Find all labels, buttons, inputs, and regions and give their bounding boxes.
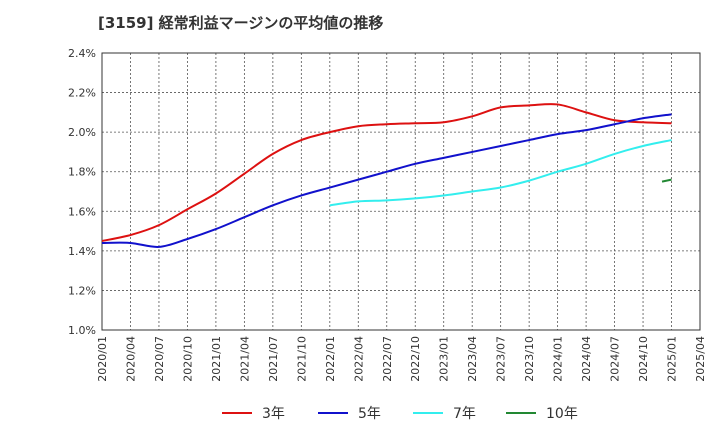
x-tick-label: 2025/04 [694, 336, 707, 382]
y-tick-label: 1.8% [68, 166, 96, 179]
y-tick-label: 1.2% [68, 284, 96, 297]
x-tick-label: 2022/10 [409, 336, 422, 382]
y-tick-label: 1.6% [68, 205, 96, 218]
x-tick-label: 2020/07 [153, 336, 166, 382]
legend: 3年 5年 7年 10年 [222, 406, 578, 422]
plot-area [101, 52, 701, 331]
legend-label: 10年 [546, 406, 578, 422]
x-tick-label: 2021/01 [210, 336, 223, 382]
x-tick-label: 2024/01 [552, 336, 565, 382]
x-tick-label: 2022/04 [352, 336, 365, 382]
series-line-7年 [329, 139, 672, 207]
x-tick-label: 2023/10 [523, 336, 536, 382]
legend-label: 7年 [453, 406, 476, 422]
series-line-10年 [661, 178, 672, 183]
y-tick-label: 1.0% [68, 324, 96, 337]
x-tick-label: 2021/10 [295, 336, 308, 382]
series-line-3年 [101, 103, 672, 242]
legend-label: 5年 [358, 406, 381, 422]
x-tick-label: 2020/04 [124, 336, 137, 382]
x-tick-label: 2021/04 [238, 336, 251, 382]
legend-label: 3年 [262, 406, 285, 422]
x-tick-label: 2020/10 [181, 336, 194, 382]
x-tick-label: 2022/07 [381, 336, 394, 382]
y-tick-label: 1.4% [68, 245, 96, 258]
x-tick-label: 2024/07 [609, 336, 622, 382]
y-tick-label: 2.4% [68, 47, 96, 60]
x-tick-label: 2020/01 [96, 336, 109, 382]
y-tick-label: 2.0% [68, 126, 96, 139]
x-axis-ticks: 2020/01 2020/04 2020/07 2020/10 2021/01 2021/… [96, 336, 707, 382]
x-tick-label: 2023/01 [438, 336, 451, 382]
grid-lines [101, 52, 701, 331]
series-lines [101, 103, 672, 248]
x-tick-label: 2023/07 [495, 336, 508, 382]
x-tick-label: 2025/01 [666, 336, 679, 382]
y-axis-ticks: 1.0% 1.2% 1.4% 1.6% 1.8% 2.0% 2.2% 2.4% [68, 47, 96, 337]
y-tick-label: 2.2% [68, 87, 96, 100]
x-tick-label: 2024/10 [637, 336, 650, 382]
x-tick-label: 2024/04 [580, 336, 593, 382]
x-tick-label: 2023/04 [466, 336, 479, 382]
x-tick-label: 2022/01 [324, 336, 337, 382]
x-tick-label: 2021/07 [267, 336, 280, 382]
chart-title: [3159] 経常利益マージンの平均値の推移 [98, 14, 384, 32]
series-line-5年 [101, 113, 672, 248]
